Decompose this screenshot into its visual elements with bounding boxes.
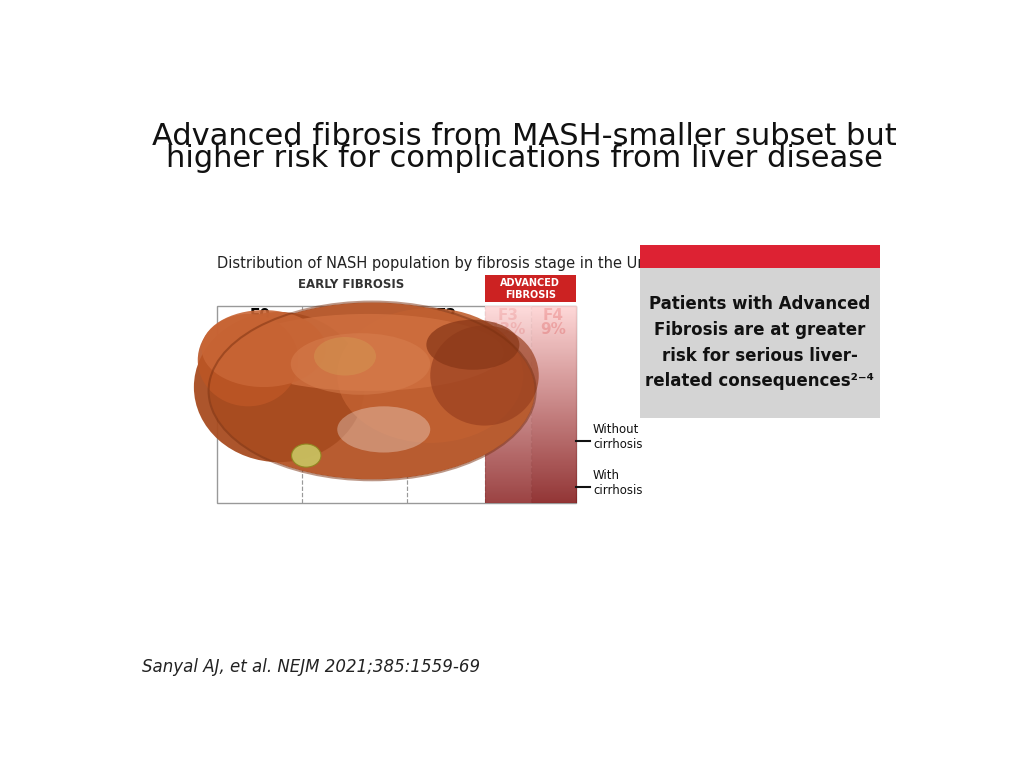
Text: F3: F3 xyxy=(498,308,518,323)
Bar xyxy=(484,276,575,303)
Ellipse shape xyxy=(426,319,519,369)
Text: Distribution of NASH population by fibrosis stage in the United States*¹: Distribution of NASH population by fibro… xyxy=(217,257,739,271)
Bar xyxy=(640,245,880,268)
Ellipse shape xyxy=(198,314,299,406)
Ellipse shape xyxy=(232,314,504,391)
Text: higher risk for complications from liver disease: higher risk for complications from liver… xyxy=(166,144,884,173)
Text: F1: F1 xyxy=(344,308,366,323)
Ellipse shape xyxy=(292,444,321,467)
Ellipse shape xyxy=(337,406,430,452)
Text: 13%: 13% xyxy=(489,322,526,337)
Ellipse shape xyxy=(194,312,365,462)
Text: F2: F2 xyxy=(435,308,457,323)
Ellipse shape xyxy=(291,333,430,395)
Ellipse shape xyxy=(430,326,539,425)
Text: 19%: 19% xyxy=(428,322,464,337)
Bar xyxy=(640,268,880,418)
Text: 30%: 30% xyxy=(337,322,373,337)
Text: 29%: 29% xyxy=(242,322,279,337)
Text: Advanced fibrosis from MASH-smaller subset but: Advanced fibrosis from MASH-smaller subs… xyxy=(153,122,897,151)
Bar xyxy=(217,306,575,502)
Ellipse shape xyxy=(209,303,535,479)
Text: Patients with Advanced
Fibrosis are at greater
risk for serious liver-
related c: Patients with Advanced Fibrosis are at g… xyxy=(645,295,874,390)
Text: Without
cirrhosis: Without cirrhosis xyxy=(593,423,642,451)
Ellipse shape xyxy=(337,308,523,443)
Text: With
cirrhosis: With cirrhosis xyxy=(593,469,642,498)
Text: F0: F0 xyxy=(249,308,270,323)
Text: ADVANCED
FIBROSIS: ADVANCED FIBROSIS xyxy=(501,278,560,300)
Ellipse shape xyxy=(314,337,376,376)
Ellipse shape xyxy=(202,310,326,387)
Text: Sanyal AJ, et al. NEJM 2021;385:1559-69: Sanyal AJ, et al. NEJM 2021;385:1559-69 xyxy=(142,657,480,676)
Text: 9%: 9% xyxy=(541,322,566,337)
Text: EARLY FIBROSIS: EARLY FIBROSIS xyxy=(298,278,403,291)
Text: F4: F4 xyxy=(543,308,564,323)
